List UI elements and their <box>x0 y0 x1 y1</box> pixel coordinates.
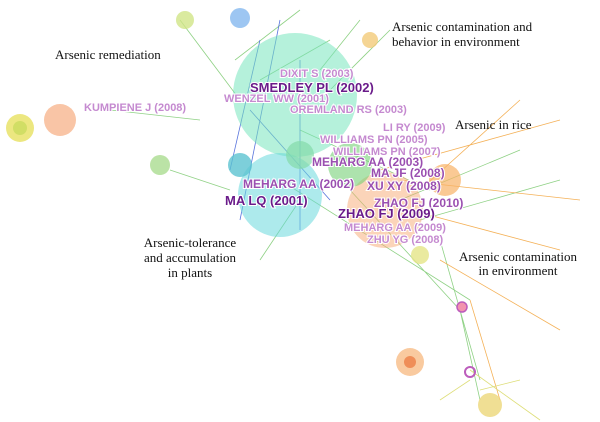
node-label: LI RY (2009) <box>383 122 446 134</box>
node-label: WILLIAMS PN (2005) <box>320 134 428 146</box>
node-label: KUMPIENE J (2008) <box>84 102 186 114</box>
node-labels: DIXIT S (2003) SMEDLEY PL (2002) WENZEL … <box>83 67 464 247</box>
cluster-label: in environment <box>478 263 557 278</box>
node-label: WENZEL WW (2001) <box>224 93 329 105</box>
cluster-label: Arsenic-tolerance <box>144 235 237 250</box>
cluster-label: Arsenic remediation <box>55 47 161 62</box>
node-label: MEHARG AA (2003) <box>312 155 423 169</box>
node-label: ZHAO FJ (2010) <box>374 196 463 210</box>
cluster-labels: Arsenic remediation Arsenic contaminatio… <box>55 19 578 280</box>
cluster-label: and accumulation <box>144 250 237 265</box>
network-graphics <box>6 8 581 421</box>
node-label: WILLIAMS PN (2007) <box>333 146 441 158</box>
cluster-label: Arsenic contamination <box>459 249 578 264</box>
node-label: MEHARG AA (2009) <box>344 222 446 234</box>
node-label: DIXIT S (2003) <box>280 68 354 80</box>
cluster-label: Arsenic contamination and <box>392 19 533 34</box>
node-label: MEHARG AA (2002) <box>243 177 354 191</box>
node-label: ZHAO FJ (2009) <box>338 206 435 221</box>
node-label: MA LQ (2001) <box>225 193 308 208</box>
node-label: ZHU YG (2008) <box>367 234 444 246</box>
node-label: XU XY (2008) <box>367 179 441 193</box>
cluster-label: in plants <box>168 265 212 280</box>
node-label: MA JF (2008) <box>371 166 445 180</box>
cluster-label: Arsenic in rice <box>455 117 532 132</box>
cluster-label: behavior in environment <box>392 34 520 49</box>
node-label: SMEDLEY PL (2002) <box>250 80 374 95</box>
node-label: OREMLAND RS (2003) <box>290 104 407 116</box>
